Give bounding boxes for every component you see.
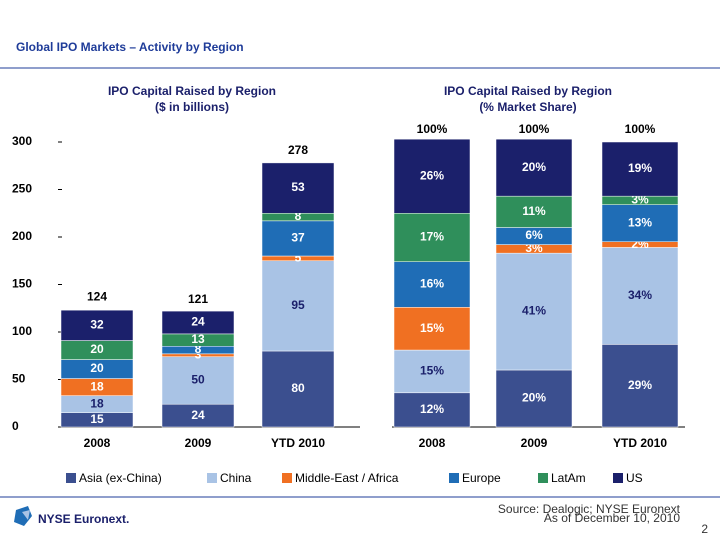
segment-label: 37: [291, 231, 305, 245]
y-tick-label: 0: [12, 419, 19, 433]
segment-label: 19%: [628, 161, 652, 175]
segment-label: 18: [90, 379, 104, 393]
bar-segment: [261, 162, 335, 214]
x-tick-label: 2009: [185, 436, 212, 450]
bar-segment: [393, 307, 471, 351]
segment-label: 53: [291, 180, 305, 194]
logo-mark: [14, 506, 32, 526]
legend-swatch: [449, 473, 459, 483]
bar-segment: [393, 349, 471, 394]
x-tick-label: 2008: [419, 436, 446, 450]
segment-label: 3: [195, 347, 202, 361]
segment-label: 20: [90, 361, 104, 375]
bar-segment: [393, 213, 471, 262]
total-label: 121: [188, 292, 208, 306]
segment-label: 15%: [420, 364, 444, 378]
legend-label: US: [626, 471, 643, 485]
segment-label: 16%: [420, 277, 444, 291]
y-tick-label: 100: [12, 324, 32, 338]
legend-label: Europe: [462, 471, 501, 485]
segment-label: 34%: [628, 288, 652, 302]
source-date: As of December 10, 2010: [544, 511, 680, 525]
segment-label: 32: [90, 318, 104, 332]
segment-label: 24: [191, 408, 205, 422]
bar-segment: [261, 350, 335, 428]
segment-label: 15: [90, 412, 104, 426]
segment-label: 29%: [628, 378, 652, 392]
total-label: 100%: [625, 122, 656, 136]
legend-swatch: [282, 473, 292, 483]
bar-segment: [601, 141, 679, 197]
legend-label: LatAm: [551, 471, 586, 485]
logo: NYSE Euronext.: [14, 506, 129, 526]
segment-label: 8: [295, 209, 302, 223]
segment-label: 8: [195, 342, 202, 356]
legend-swatch: [66, 473, 76, 483]
slide-title: Global IPO Markets – Activity by Region: [16, 40, 244, 54]
chart-title: IPO Capital Raised by Region: [108, 84, 276, 98]
chart-subtitle: ($ in billions): [155, 100, 229, 114]
segment-label: 41%: [522, 304, 546, 318]
segment-label: 12%: [420, 402, 444, 416]
logo-text: NYSE Euronext.: [38, 512, 129, 526]
chart-title: IPO Capital Raised by Region: [444, 84, 612, 98]
legend-label: Middle-East / Africa: [295, 471, 399, 485]
legend-swatch: [613, 473, 623, 483]
segment-label: 50: [191, 373, 205, 387]
bar-segment: [495, 138, 573, 197]
x-tick-label: YTD 2010: [613, 436, 667, 450]
segment-label: 20: [90, 342, 104, 356]
y-tick-label: 250: [12, 182, 32, 196]
bar-segment: [261, 220, 335, 257]
bar-segment: [60, 309, 134, 341]
legend-label: China: [220, 471, 252, 485]
bar-segment: [601, 344, 679, 428]
x-tick-label: 2009: [521, 436, 548, 450]
segment-label: 13: [191, 332, 205, 346]
segment-label: 95: [291, 298, 305, 312]
y-tick-label: 200: [12, 229, 32, 243]
segment-label: 26%: [420, 168, 444, 182]
source: Source: Dealogic; NYSE Euronext: [498, 502, 681, 516]
total-label: 278: [288, 143, 308, 157]
segment-label: 80: [291, 381, 305, 395]
total-label: 100%: [417, 122, 448, 136]
segment-label: 20%: [522, 160, 546, 174]
segment-label: 11%: [522, 204, 546, 218]
bar-segment: [393, 261, 471, 308]
bar-segment: [393, 392, 471, 428]
segment-label: 15%: [420, 321, 444, 335]
segment-label: 20%: [522, 391, 546, 405]
x-tick-label: 2008: [84, 436, 111, 450]
legend-swatch: [207, 473, 217, 483]
segment-label: 5: [295, 251, 302, 265]
bar-segment: [601, 247, 679, 345]
segment-label: 17%: [420, 230, 444, 244]
bar-segment: [495, 195, 573, 228]
chart-subtitle: (% Market Share): [479, 100, 576, 114]
legend-swatch: [538, 473, 548, 483]
page-number: 2: [701, 522, 708, 536]
legend-label: Asia (ex-China): [79, 471, 162, 485]
segment-label: 18: [90, 396, 104, 410]
bar-segment: [261, 260, 335, 352]
y-tick-label: 50: [12, 372, 26, 386]
bar-segment: [393, 138, 471, 214]
bar-segment: [495, 252, 573, 371]
bar-segment: [161, 356, 235, 405]
y-tick-label: 300: [12, 134, 32, 148]
bar-segment: [161, 310, 235, 335]
y-tick-label: 150: [12, 277, 32, 291]
bar-segment: [495, 369, 573, 428]
logo-mark: [22, 510, 30, 520]
total-label: 124: [87, 289, 107, 303]
bar-segment: [601, 204, 679, 242]
segment-label: 13%: [628, 215, 652, 229]
segment-label: 6%: [525, 228, 543, 242]
x-tick-label: YTD 2010: [271, 436, 325, 450]
total-label: 100%: [519, 122, 550, 136]
segment-label: 24: [191, 315, 205, 329]
